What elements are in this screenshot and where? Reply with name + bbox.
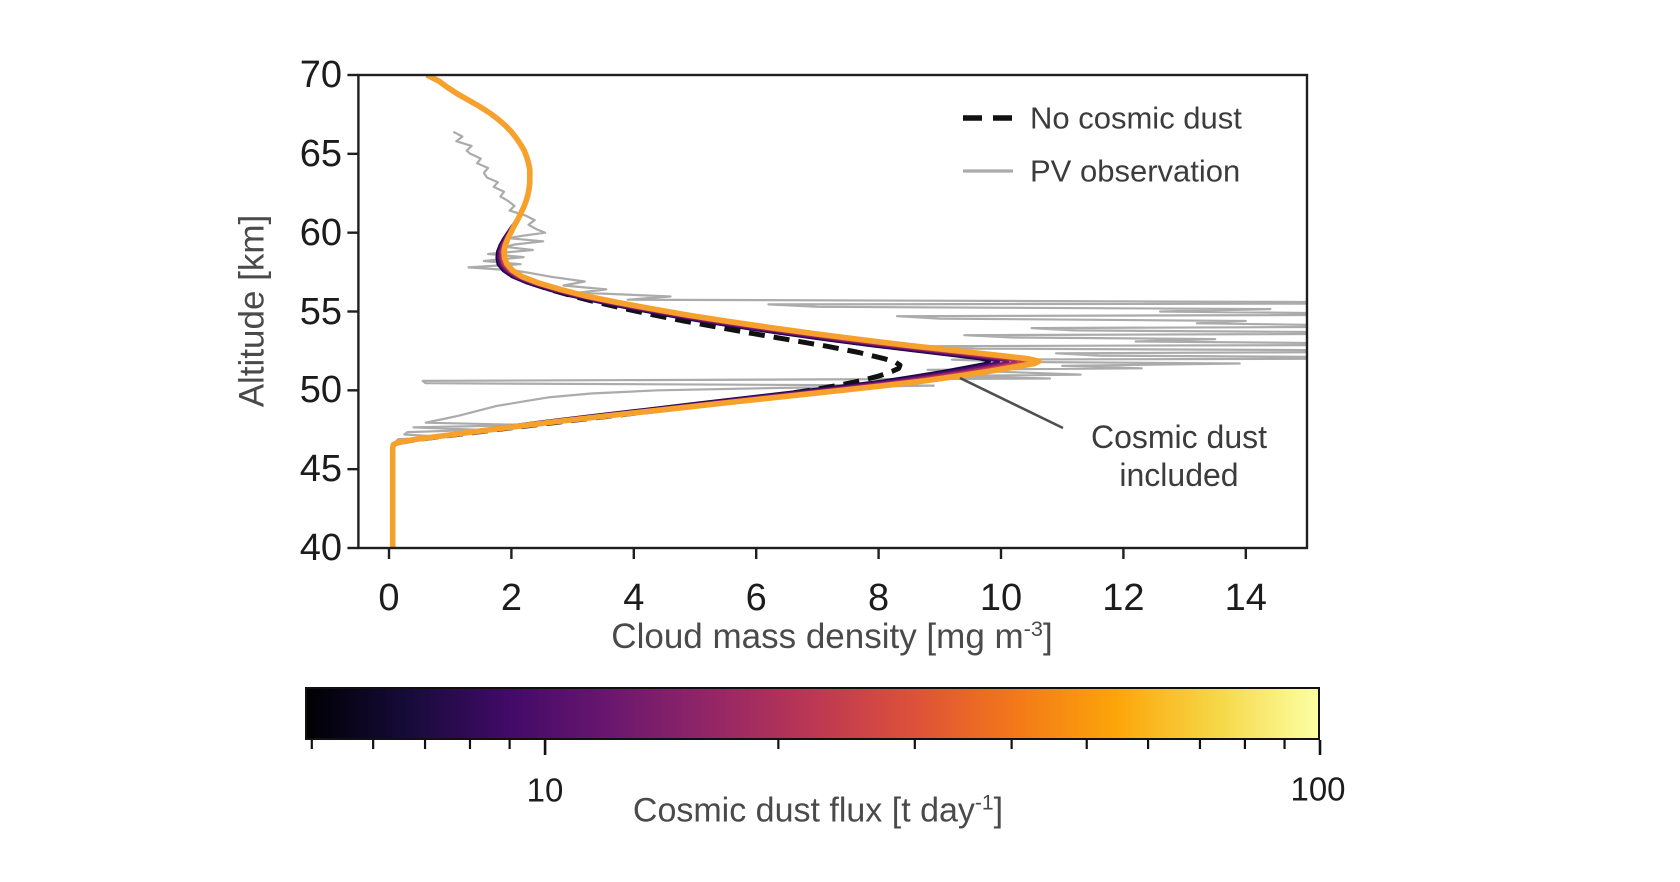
cosmic-dust-model-line-3 xyxy=(390,75,1018,548)
x-axis-label-superscript: -3 xyxy=(1023,616,1043,642)
x-tick-label-14: 14 xyxy=(1224,577,1267,619)
x-tick-label-6: 6 xyxy=(745,577,767,619)
colorbar-label-main: Cosmic dust flux [t day xyxy=(632,791,975,830)
cosmic-dust-model-line-6 xyxy=(389,75,1042,548)
x-tick-label-0: 0 xyxy=(378,577,400,619)
y-tick-label-50: 50 xyxy=(299,369,342,412)
annotation-cosmic-dust-included: Cosmic dust included xyxy=(1028,418,1330,494)
cosmic-dust-model-line-2 xyxy=(390,75,1010,548)
x-axis-label: Cloud mass density [mg m-3] xyxy=(611,618,1052,654)
annotation-leader-line xyxy=(959,376,1064,430)
legend-item-no-cosmic-dust: No cosmic dust xyxy=(1030,103,1242,134)
legend-label-no-cosmic-dust: No cosmic dust xyxy=(1030,100,1242,136)
y-tick-label-65: 65 xyxy=(299,132,342,175)
annotation-line2: included xyxy=(1119,457,1239,493)
y-tick-label-45: 45 xyxy=(299,448,342,491)
x-tick-label-2: 2 xyxy=(500,577,522,619)
x-tick-label-8: 8 xyxy=(868,577,890,619)
colorbar-tick-label-100: 100 xyxy=(1290,770,1346,808)
y-tick-label-55: 55 xyxy=(299,290,342,333)
legend-item-pv-observation: PV observation xyxy=(1030,156,1240,187)
x-tick-label-4: 4 xyxy=(623,577,645,619)
x-axis-label-main: Cloud mass density [mg m xyxy=(611,616,1024,656)
cosmic-dust-model-line-1 xyxy=(390,75,1001,548)
colorbar-label-superscript: -1 xyxy=(974,791,994,815)
cosmic-dust-model-line-4 xyxy=(391,75,1025,548)
cosmic-dust-model-line-0 xyxy=(390,75,992,548)
colorbar-gradient xyxy=(305,687,1320,740)
annotation-line1: Cosmic dust xyxy=(1090,419,1268,455)
x-tick-label-12: 12 xyxy=(1102,577,1145,619)
y-tick-label-60: 60 xyxy=(299,211,342,254)
colorbar-tick-label-10: 10 xyxy=(526,771,564,809)
y-axis-label: Altitude [km] xyxy=(232,214,272,408)
x-axis-label-end: ] xyxy=(1042,616,1053,656)
cosmic-dust-model-line-5 xyxy=(390,75,1033,548)
legend-label-pv-observation: PV observation xyxy=(1030,153,1241,189)
y-tick-label-40: 40 xyxy=(299,527,342,569)
y-tick-label-70: 70 xyxy=(299,54,342,96)
colorbar-label-end: ] xyxy=(993,791,1004,830)
colorbar-axis-label: Cosmic dust flux [t day-1] xyxy=(633,793,1003,828)
x-tick-label-10: 10 xyxy=(979,577,1023,619)
